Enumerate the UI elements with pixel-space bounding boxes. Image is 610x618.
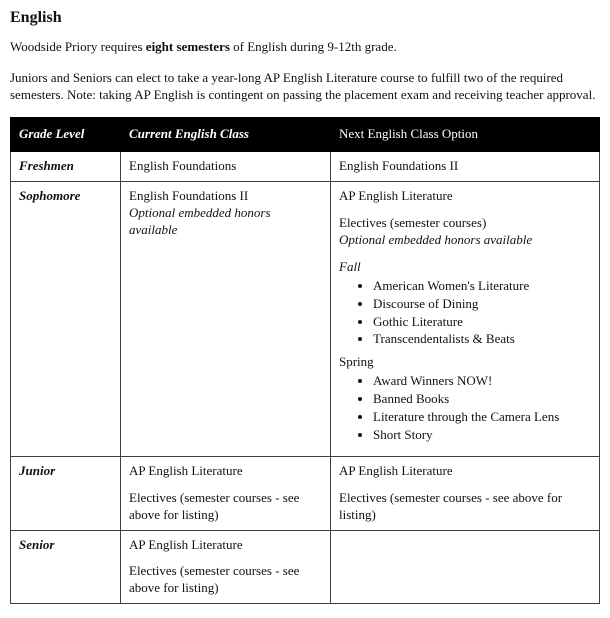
next-line: AP English Literature bbox=[339, 463, 591, 480]
table-header-row: Grade Level Current English Class Next E… bbox=[11, 118, 600, 152]
next-line: AP English Literature bbox=[339, 188, 591, 205]
header-current: Current English Class bbox=[121, 118, 331, 152]
next-line: Electives (semester courses) bbox=[339, 215, 486, 230]
current-line: AP English Literature bbox=[129, 463, 322, 480]
course-table: Grade Level Current English Class Next E… bbox=[10, 117, 600, 604]
intro-suffix: of English during 9-12th grade. bbox=[230, 39, 397, 54]
table-row: Sophomore English Foundations II Optiona… bbox=[11, 182, 600, 457]
next-line: Electives (semester courses - see above … bbox=[339, 490, 562, 522]
spring-electives-list: Award Winners NOW! Banned Books Literatu… bbox=[339, 373, 591, 444]
cell-grade: Freshmen bbox=[11, 152, 121, 182]
intro-bold: eight semesters bbox=[146, 39, 230, 54]
cell-current: English Foundations II Optional embedded… bbox=[121, 182, 331, 457]
note-paragraph: Juniors and Seniors can elect to take a … bbox=[10, 70, 600, 104]
cell-grade: Sophomore bbox=[11, 182, 121, 457]
table-row: Senior AP English Literature Electives (… bbox=[11, 530, 600, 604]
fall-electives-list: American Women's Literature Discourse of… bbox=[339, 278, 591, 349]
cell-current: AP English Literature Electives (semeste… bbox=[121, 456, 331, 530]
current-line: Electives (semester courses - see above … bbox=[129, 490, 299, 522]
cell-grade: Senior bbox=[11, 530, 121, 604]
list-item: Discourse of Dining bbox=[373, 296, 591, 313]
cell-next: AP English Literature Electives (semeste… bbox=[331, 182, 600, 457]
intro-paragraph: Woodside Priory requires eight semesters… bbox=[10, 39, 600, 56]
header-next: Next English Class Option bbox=[331, 118, 600, 152]
header-grade: Grade Level bbox=[11, 118, 121, 152]
cell-current: English Foundations bbox=[121, 152, 331, 182]
table-row: Junior AP English Literature Electives (… bbox=[11, 456, 600, 530]
list-item: Banned Books bbox=[373, 391, 591, 408]
intro-prefix: Woodside Priory requires bbox=[10, 39, 146, 54]
page-title: English bbox=[10, 8, 600, 29]
cell-next: English Foundations II bbox=[331, 152, 600, 182]
current-honors-note: Optional embedded honors available bbox=[129, 205, 271, 237]
fall-label: Fall bbox=[339, 259, 361, 274]
list-item: Literature through the Camera Lens bbox=[373, 409, 591, 426]
list-item: American Women's Literature bbox=[373, 278, 591, 295]
list-item: Gothic Literature bbox=[373, 314, 591, 331]
list-item: Short Story bbox=[373, 427, 591, 444]
list-item: Award Winners NOW! bbox=[373, 373, 591, 390]
current-line: AP English Literature bbox=[129, 537, 322, 554]
spring-label: Spring bbox=[339, 354, 374, 369]
table-row: Freshmen English Foundations English Fou… bbox=[11, 152, 600, 182]
cell-next: AP English Literature Electives (semeste… bbox=[331, 456, 600, 530]
cell-current: AP English Literature Electives (semeste… bbox=[121, 530, 331, 604]
cell-next bbox=[331, 530, 600, 604]
next-honors-note: Optional embedded honors available bbox=[339, 232, 591, 249]
cell-grade: Junior bbox=[11, 456, 121, 530]
current-line: Electives (semester courses - see above … bbox=[129, 563, 299, 595]
current-line: English Foundations II bbox=[129, 188, 248, 203]
list-item: Transcendentalists & Beats bbox=[373, 331, 591, 348]
